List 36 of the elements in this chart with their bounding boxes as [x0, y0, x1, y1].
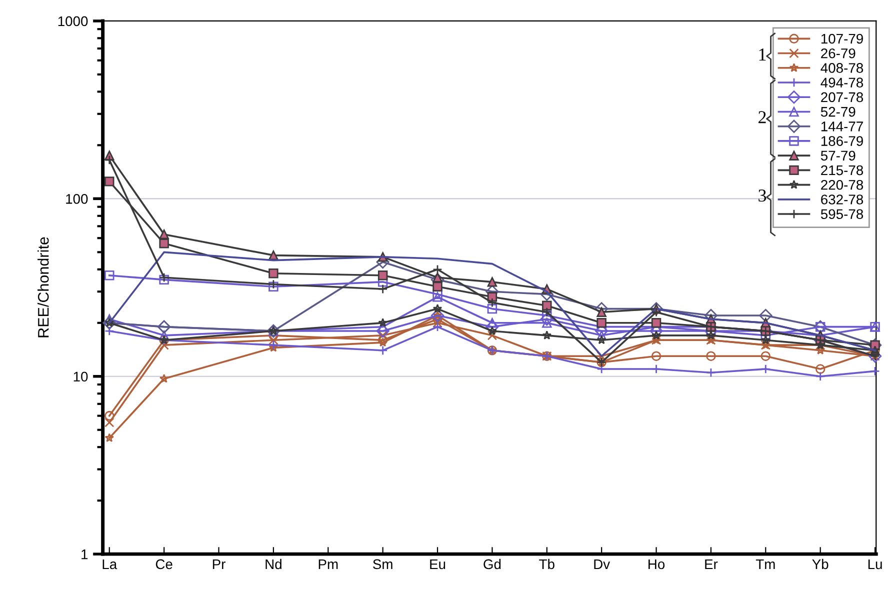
annotation: 3	[758, 190, 766, 202]
y-tick-label: 1	[82, 550, 88, 560]
legend-label: 595-78	[820, 209, 864, 220]
legend-label: 207-78	[821, 92, 864, 102]
y-tick-label: 1000	[58, 16, 88, 26]
x-tick-label: Ce	[156, 559, 172, 570]
x-tick-label: Nd	[266, 558, 282, 570]
legend-label: 494-78	[820, 78, 864, 88]
legend-label: 57-79	[820, 150, 856, 161]
x-tick-label: Eu	[430, 559, 446, 570]
y-tick-label: 10	[74, 372, 88, 382]
legend-label: 632-78	[821, 194, 864, 204]
legend-label: 52-79	[820, 106, 856, 117]
x-tick-label: Lu	[868, 559, 882, 570]
x-tick-label: Tm	[756, 559, 775, 569]
x-tick-label: Sm	[373, 559, 392, 570]
x-tick-label: Er	[705, 559, 718, 569]
x-tick-label: Yb	[812, 558, 828, 570]
x-tick-label: La	[102, 559, 118, 570]
x-tick-label: Gd	[484, 558, 501, 570]
legend-label: 408-78	[820, 63, 864, 73]
x-tick-label: Pr	[212, 559, 226, 569]
annotation: 1	[759, 48, 766, 60]
x-tick-label: Tb	[539, 558, 554, 570]
x-tick-label: Dv	[594, 559, 610, 569]
x-tick-label: Ho	[648, 559, 665, 570]
legend-label: 107-79	[821, 34, 863, 44]
legend-label: 220-78	[821, 180, 864, 190]
legend-label: 144-77	[821, 122, 863, 132]
y-tick-label: 100	[66, 194, 88, 204]
x-tick-label: Pm	[318, 559, 338, 569]
annotation: 2	[758, 111, 766, 124]
legend-label: 215-78	[821, 165, 864, 176]
y-axis-title: REE/Chondrite	[38, 237, 49, 338]
legend-label: 26-79	[821, 48, 856, 58]
legend-label: 186-79	[821, 136, 863, 146]
